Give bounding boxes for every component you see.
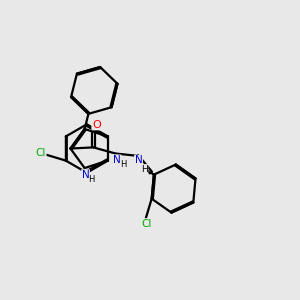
Text: Cl: Cl (36, 148, 46, 158)
Text: H: H (141, 164, 148, 173)
Text: N: N (113, 155, 121, 165)
Text: H: H (120, 160, 126, 169)
Text: N: N (82, 170, 89, 180)
Text: O: O (92, 120, 101, 130)
Text: H: H (88, 175, 94, 184)
Text: Cl: Cl (141, 219, 151, 229)
Text: N: N (135, 155, 142, 165)
